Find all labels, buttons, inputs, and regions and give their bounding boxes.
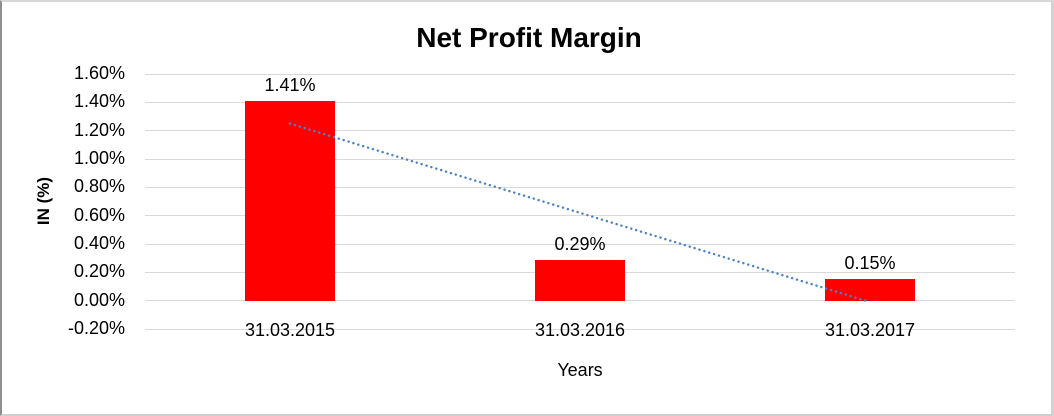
value-label: 0.29% <box>554 233 606 254</box>
y-tick-label: 1.00% <box>73 148 125 168</box>
value-label: 0.15% <box>844 253 896 274</box>
y-tick-label: 1.60% <box>73 63 125 83</box>
gridline <box>145 101 1015 103</box>
y-tick-label: 1.40% <box>73 91 125 112</box>
x-tick-label: 31.03.2017 <box>824 320 916 340</box>
y-tick-label: 0.80% <box>73 176 125 197</box>
bar-31.03.2017 <box>825 279 915 301</box>
y-tick-label: -0.20% <box>67 318 125 338</box>
gridline <box>145 328 1015 330</box>
bar-31.03.2015 <box>245 100 335 301</box>
y-tick-label: 0.40% <box>73 233 125 253</box>
y-tick-label: 0.00% <box>73 289 125 310</box>
y-tick-label: 1.20% <box>73 119 125 140</box>
x-tick-label: 31.03.2016 <box>534 320 626 340</box>
y-tick-label: 0.20% <box>73 261 125 282</box>
bar-31.03.2016 <box>535 259 625 301</box>
x-tick-label: 31.03.2015 <box>244 320 336 340</box>
value-label: 1.41% <box>264 74 316 95</box>
chart-title: Net Profit Margin <box>416 22 642 53</box>
gridline <box>145 73 1015 75</box>
x-axis-title: Years <box>557 360 603 380</box>
y-tick-label: 0.60% <box>73 204 125 225</box>
